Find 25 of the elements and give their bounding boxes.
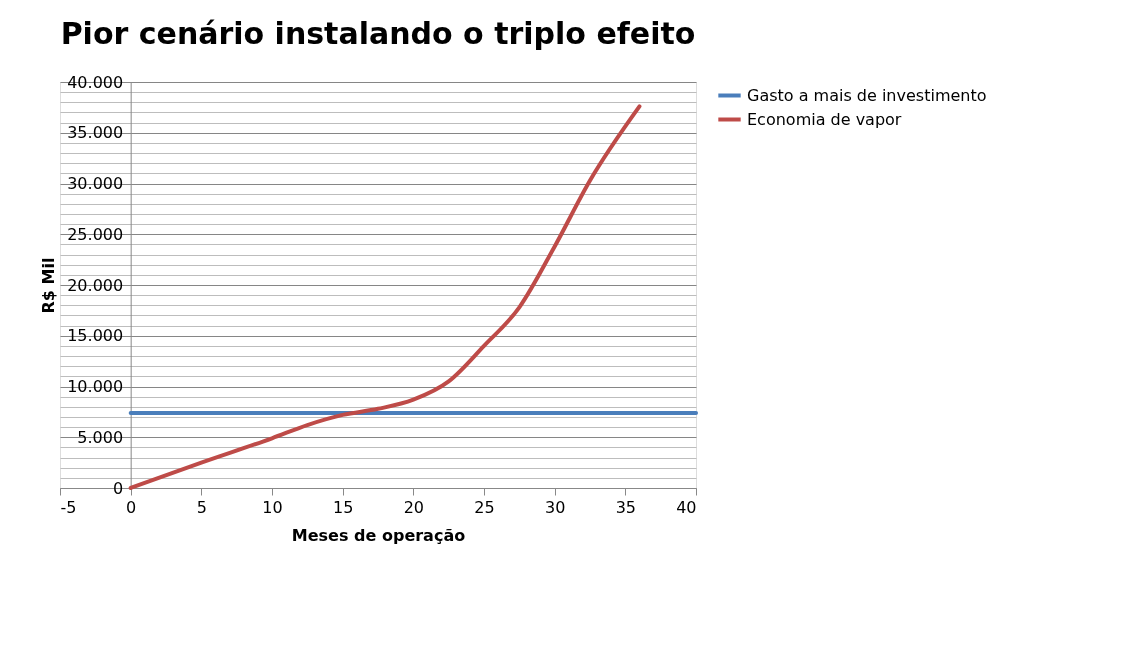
x-tick-label: 10: [262, 497, 283, 517]
y-tick-label: 15.000: [67, 326, 124, 346]
x-tick-label: -5: [60, 497, 77, 517]
y-tick-label: 30.000: [67, 174, 124, 193]
x-axis-title: Meses de operação: [291, 525, 466, 545]
legend-label: Gasto a mais de investimento: [747, 85, 987, 105]
x-tick-label: 15: [332, 497, 354, 517]
x-tick-label: 0: [126, 497, 137, 517]
x-tick-label: 20: [403, 497, 425, 517]
x-tick-label: 40: [676, 497, 697, 517]
y-axis-title: R$ Mil: [39, 257, 59, 314]
legend-label: Economia de vapor: [747, 109, 902, 129]
y-tick-label: 5.000: [77, 427, 124, 447]
y-tick-label: 40.000: [67, 72, 124, 92]
y-tick-label: 0: [112, 478, 124, 498]
x-tick-label: 25: [474, 497, 495, 517]
x-tick-label: 5: [196, 497, 207, 517]
y-tick-label: 35.000: [67, 123, 124, 143]
x-tick-label: 35: [615, 497, 637, 517]
y-tick-label: 10.000: [67, 377, 124, 396]
y-tick-label: 20.000: [67, 275, 124, 295]
y-tick-label: 25.000: [67, 224, 124, 244]
chart-title: Pior cenário instalando o triplo efeito: [60, 16, 696, 51]
x-tick-label: 30: [544, 497, 566, 517]
line-series: [128, 104, 642, 490]
